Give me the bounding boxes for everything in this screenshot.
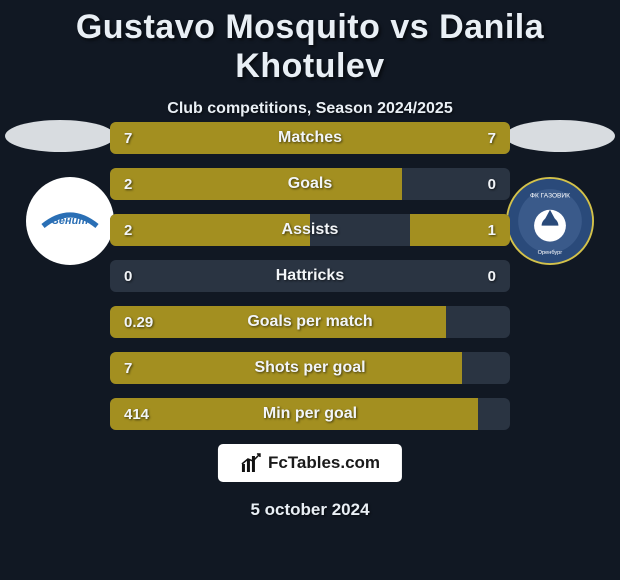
svg-text:Зенит: Зенит xyxy=(52,215,89,227)
bar-label: Matches xyxy=(110,129,510,147)
bar-label: Goals per match xyxy=(110,313,510,331)
date-label: 5 october 2024 xyxy=(0,500,620,520)
stat-bar-min-per-goal: 414Min per goal xyxy=(110,398,510,430)
bar-value-right: 0 xyxy=(488,176,496,193)
bar-value-right: 7 xyxy=(488,130,496,147)
stat-bar-hattricks: 0Hattricks0 xyxy=(110,260,510,292)
club-logo-right: ФК ГАЗОВИК Оренбург xyxy=(506,177,594,265)
stats-bars: 7Matches72Goals02Assists10Hattricks00.29… xyxy=(110,122,510,444)
stat-bar-goals: 2Goals0 xyxy=(110,168,510,200)
svg-text:ФК ГАЗОВИК: ФК ГАЗОВИК xyxy=(530,193,570,200)
bar-label: Goals xyxy=(110,175,510,193)
player-placeholder-right xyxy=(505,120,615,152)
branding-badge: FcTables.com xyxy=(218,444,402,482)
bar-label: Hattricks xyxy=(110,267,510,285)
bar-value-right: 1 xyxy=(488,222,496,239)
bar-label: Assists xyxy=(110,221,510,239)
stat-bar-shots-per-goal: 7Shots per goal xyxy=(110,352,510,384)
branding-text: FcTables.com xyxy=(268,453,380,473)
bar-label: Min per goal xyxy=(110,405,510,423)
bar-value-right: 0 xyxy=(488,268,496,285)
page-title: Gustavo Mosquito vs Danila Khotulev xyxy=(0,0,620,86)
fctables-icon xyxy=(240,452,262,474)
orenburg-logo-icon: ФК ГАЗОВИК Оренбург xyxy=(506,174,594,268)
subtitle: Club competitions, Season 2024/2025 xyxy=(0,100,620,118)
club-logo-left: Зенит xyxy=(26,177,114,265)
zenit-logo-icon: Зенит xyxy=(35,186,105,256)
bar-label: Shots per goal xyxy=(110,359,510,377)
stat-bar-goals-per-match: 0.29Goals per match xyxy=(110,306,510,338)
stat-bar-matches: 7Matches7 xyxy=(110,122,510,154)
player-placeholder-left xyxy=(5,120,115,152)
stat-bar-assists: 2Assists1 xyxy=(110,214,510,246)
svg-text:Оренбург: Оренбург xyxy=(538,250,563,256)
